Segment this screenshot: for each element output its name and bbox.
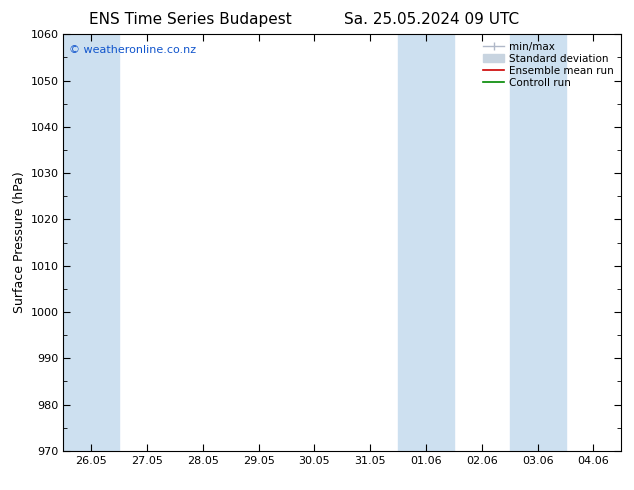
Text: © weatheronline.co.nz: © weatheronline.co.nz — [69, 45, 196, 55]
Legend: min/max, Standard deviation, Ensemble mean run, Controll run: min/max, Standard deviation, Ensemble me… — [479, 37, 618, 92]
Text: ENS Time Series Budapest: ENS Time Series Budapest — [89, 12, 292, 27]
Y-axis label: Surface Pressure (hPa): Surface Pressure (hPa) — [13, 172, 26, 314]
Bar — [398, 34, 454, 451]
Bar — [63, 34, 119, 451]
Bar — [510, 34, 566, 451]
Text: Sa. 25.05.2024 09 UTC: Sa. 25.05.2024 09 UTC — [344, 12, 519, 27]
